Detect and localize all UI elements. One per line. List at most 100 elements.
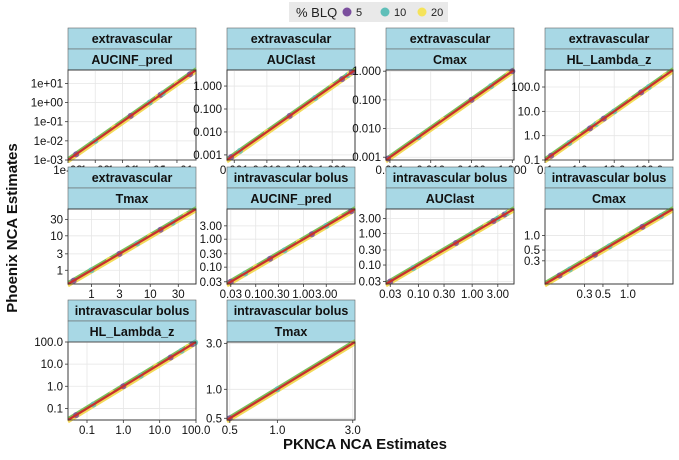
panel-border [385,69,515,161]
identity-line [385,208,515,285]
y-tick-label: 0.5 [524,245,540,257]
y-tick-label: 0.001 [352,152,381,164]
y-tick-label: 0.100 [193,104,222,116]
strip-route-label: extravascular [569,32,650,46]
legend-key-10 [380,7,390,17]
x-tick-label: 10 [144,289,157,301]
strip-param-label: Cmax [433,53,467,67]
y-tick-label: 0.010 [193,127,222,139]
y-tick-label: 0.30 [200,249,222,261]
y-tick-label: 0.10 [200,262,222,274]
y-tick-label: 0.03 [359,277,381,289]
x-tick-label: 0.03 [379,289,401,301]
y-tick-label: 3.0 [206,338,222,350]
y-tick-label: 0.001 [193,150,222,162]
panel-border [67,69,197,161]
line-10pct [226,339,356,420]
identity-line [67,208,197,285]
y-tick-label: 0.1 [47,403,63,415]
panel-border [67,208,197,285]
y-tick-label: 0.03 [200,277,222,289]
x-tick-label: 3.00 [487,289,509,301]
panel-border [544,208,674,285]
y-tick-label: 1e-02 [34,136,63,148]
line-10pct [67,339,197,420]
y-tick-label: 1e-03 [34,155,63,167]
identity-line [226,208,356,285]
line-10pct [385,67,515,160]
legend-label-5: 5 [356,7,362,19]
identity-line [385,69,515,161]
x-tick-label: 100.0 [182,425,211,437]
strip-route-label: extravascular [92,171,173,185]
y-tick-label: 0.100 [352,95,381,107]
panel-1: extravascular AUCINF_pred 1e-03 1e-01 1e+01 1… [31,27,197,177]
identity-line [226,69,356,161]
x-tick-label: 3.0 [345,425,361,437]
panel-border [226,341,356,421]
panel-border [226,208,356,285]
panel-border [385,208,515,285]
x-tick-label: 0.5 [222,425,238,437]
x-tick-label: 3.00 [315,289,337,301]
y-tick-label: 30 [50,214,63,226]
strip-param-label: HL_Lambda_z [90,325,175,339]
panel-border [226,69,356,161]
strip-param-label: HL_Lambda_z [567,53,652,67]
y-tick-label: 0.10 [359,260,381,272]
legend: % BLQ 5 10 20 [289,2,448,22]
x-tick-label: 0.30 [433,289,455,301]
strip-route-label: intravascular bolus [552,171,667,185]
panel-border [67,341,197,421]
strip-param-label: AUCINF_pred [250,192,331,206]
y-tick-label: 1.0 [206,384,222,396]
y-tick-label: 1.0 [47,381,63,393]
x-tick-label: 1.0 [115,425,131,437]
strip-param-label: AUCINF_pred [91,53,172,67]
y-tick-label: 1.000 [193,81,222,93]
y-tick-label: 0.30 [359,245,381,257]
y-tick-label: 0.5 [206,413,222,425]
y-tick-label: 1e-01 [34,117,63,129]
strip-param-label: AUClast [426,192,475,206]
strip-route-label: intravascular bolus [75,304,190,318]
y-tick-label: 0.1 [524,155,540,167]
x-tick-label: 0.3 [577,289,593,301]
y-tick-label: 1e+01 [31,78,63,90]
line-20pct [67,342,197,424]
x-tick-label: 0.30 [267,289,289,301]
panel-2: extravascular AUClast 0.001 0.010 0.100 1.000… [193,27,356,177]
strip-param-label: Cmax [592,192,626,206]
y-tick-label: 1e+00 [31,98,63,110]
y-tick-label: 10.0 [518,106,540,118]
legend-box [289,2,448,22]
x-tick-label: 1.00 [292,289,314,301]
strip-param-label: AUClast [267,53,316,67]
x-tick-label: 3 [116,289,122,301]
panel-3: extravascularCmax0.0010.0100.1001.0000.0… [352,27,527,177]
strip-route-label: extravascular [92,32,173,46]
y-tick-label: 1.0 [524,131,540,143]
y-tick-label: 100.0 [34,337,63,349]
y-tick-label: 3.00 [359,213,381,225]
x-tick-label: 10.0 [148,425,170,437]
panel-border [544,69,674,161]
strip-route-label: intravascular bolus [234,304,349,318]
legend-label-20: 20 [431,7,443,19]
line-20pct [226,209,356,288]
identity-line [544,69,674,161]
legend-key-20 [417,7,427,17]
x-tick-label: 30 [172,289,185,301]
x-tick-label: 0.5 [595,289,611,301]
y-tick-label: 1.00 [359,229,381,241]
x-tick-label: 0.10 [245,289,267,301]
y-tick-label: 0.3 [524,256,540,268]
line-10pct [226,206,356,284]
y-tick-label: 3.00 [200,221,222,233]
y-tick-label: 100.0 [511,82,540,94]
y-tick-label: 1.0 [524,230,540,242]
y-tick-label: 1.000 [352,66,381,78]
